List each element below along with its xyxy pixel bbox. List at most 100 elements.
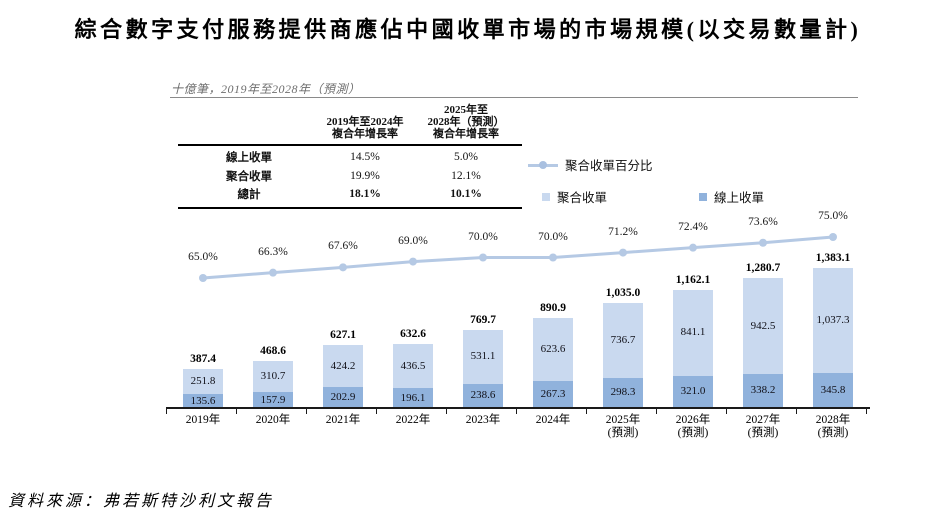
x-axis-label: 2019年: [185, 414, 221, 426]
x-axis-tick: [586, 409, 587, 414]
bar-segment-aggregate: [533, 317, 573, 381]
x-axis-tick: [446, 409, 447, 414]
bar-aggregate-label: 531.1: [470, 350, 496, 363]
bar-total-label: 387.4: [190, 352, 216, 365]
bar-online-label: 202.9: [330, 391, 356, 404]
line-point-label: 75.0%: [818, 210, 848, 222]
x-axis-tick: [726, 409, 727, 414]
x-axis-label: 2022年: [395, 414, 431, 426]
bar-online-label: 238.6: [470, 389, 496, 402]
bar-online-label: 157.9: [260, 393, 286, 406]
line-point-label: 70.0%: [468, 230, 498, 243]
row-value: 18.1%: [349, 188, 381, 201]
bar-total-label: 769.7: [470, 314, 496, 327]
line-point-label: 70.0%: [538, 230, 568, 243]
bar-segment-aggregate: [603, 303, 643, 378]
bar-segment-online: [743, 373, 783, 408]
legend-item-online: 線上收單: [699, 187, 764, 206]
bar-segment-aggregate: [743, 278, 783, 374]
bar-aggregate-label: 1,037.3: [816, 314, 850, 327]
table-row: 聚合收單 19.9% 12.1%: [178, 167, 522, 186]
bar-segment-online: [253, 392, 293, 408]
percentage-line-path: [202, 235, 834, 280]
x-axis-tick: [236, 409, 237, 414]
line-point-label: 69.0%: [398, 234, 428, 247]
legend-item-percentage-line: 聚合收單百分比: [528, 155, 653, 174]
legend-label: 聚合收單: [557, 191, 608, 205]
bar-aggregate-label: 251.8: [190, 375, 216, 388]
legend-label: 線上收單: [714, 191, 765, 205]
bar-aggregate-label: 942.5: [750, 319, 776, 332]
x-axis-tick: [866, 409, 867, 414]
line-point-label: 72.4%: [678, 220, 708, 233]
line-point-marker: [619, 248, 627, 257]
bar-aggregate-label: 310.7: [260, 369, 286, 382]
x-axis-label: 2023年: [465, 414, 501, 426]
bar-online-label: 345.8: [820, 384, 846, 396]
bar-segment-aggregate: [253, 360, 293, 392]
x-axis-tick: [166, 409, 167, 414]
x-axis-tick: [516, 409, 517, 414]
bar-online-label: 338.2: [750, 384, 776, 397]
bar-total-label: 890.9: [540, 301, 566, 314]
bar-segment-online: [813, 373, 853, 408]
line-point-label: 65.0%: [188, 251, 218, 263]
line-point-marker: [689, 243, 697, 252]
x-axis-label: 2024年: [535, 414, 571, 426]
x-axis-label: 2020年: [255, 414, 291, 426]
row-label: 總計: [237, 189, 261, 202]
bar-aggregate-label: 424.2: [330, 359, 356, 372]
bar-online-label: 196.1: [400, 391, 426, 404]
bar-segment-aggregate: [673, 290, 713, 376]
bar-aggregate-label: 736.7: [610, 334, 636, 347]
cagr-table-header: 2019年至2024年 複合年增長率 2025年至 2028年（預測） 複合年增…: [178, 104, 522, 146]
bar-segment-online: [323, 387, 363, 408]
page-title: 綜合數字支付服務提供商應佔中國收單市場的市場規模(以交易數量計): [74, 17, 862, 42]
bar-total-label: 1,383.1: [815, 252, 851, 265]
x-axis-tick: [376, 409, 377, 414]
cagr-header-2025-2028: 2025年至 2028年（預測） 複合年增長率: [427, 104, 505, 140]
line-point-marker: [549, 253, 557, 262]
cagr-table: 2019年至2024年 複合年增長率 2025年至 2028年（預測） 複合年增…: [178, 104, 522, 209]
line-point-label: 73.6%: [748, 215, 778, 228]
line-point-marker: [409, 257, 417, 266]
subtitle-rule: [170, 97, 858, 98]
cagr-table-body: 線上收單 14.5% 5.0% 聚合收單 19.9% 12.1% 總計 18.1…: [178, 146, 522, 209]
line-point-marker: [269, 268, 277, 277]
x-axis-label: 2025年 (預測): [605, 414, 641, 439]
x-axis-tick: [306, 409, 307, 414]
line-point-label: 66.3%: [258, 245, 288, 258]
bar-aggregate-label: 436.5: [400, 359, 426, 372]
bar-segment-online: [393, 388, 433, 408]
x-axis-tick: [656, 409, 657, 414]
table-row: 線上收單 14.5% 5.0%: [178, 148, 522, 167]
bar-online-label: 135.6: [190, 394, 216, 407]
bar-total-label: 627.1: [330, 328, 356, 341]
bar-total-label: 632.6: [400, 327, 426, 340]
chart-subtitle: 十億筆，2019年至2028年（預測）: [171, 82, 361, 96]
line-point-label: 71.2%: [608, 225, 638, 238]
x-axis-label: 2021年: [325, 414, 361, 426]
row-label: 聚合收單: [226, 170, 272, 183]
x-axis-label: 2028年 (預測): [815, 414, 851, 439]
bar-segment-aggregate: [813, 268, 853, 373]
bar-segment-online: [673, 375, 713, 408]
row-value: 12.1%: [451, 169, 481, 182]
bar-segment-aggregate: [323, 344, 363, 388]
bar-aggregate-label: 623.6: [540, 342, 566, 355]
legend-swatch-online: [699, 192, 707, 201]
x-axis-line: [166, 407, 870, 409]
row-label: 線上收單: [226, 152, 272, 165]
x-axis-tick: [796, 409, 797, 414]
bar-total-label: 1,035.0: [605, 287, 641, 300]
bar-segment-online: [603, 377, 643, 408]
bar-segment-online: [463, 383, 503, 408]
line-point-marker: [759, 238, 767, 247]
bar-segment-aggregate: [463, 330, 503, 384]
bar-segment-online: [533, 380, 573, 408]
bar-total-label: 468.6: [260, 344, 286, 357]
cagr-header-2019-2024: 2019年至2024年 複合年增長率: [326, 116, 404, 140]
